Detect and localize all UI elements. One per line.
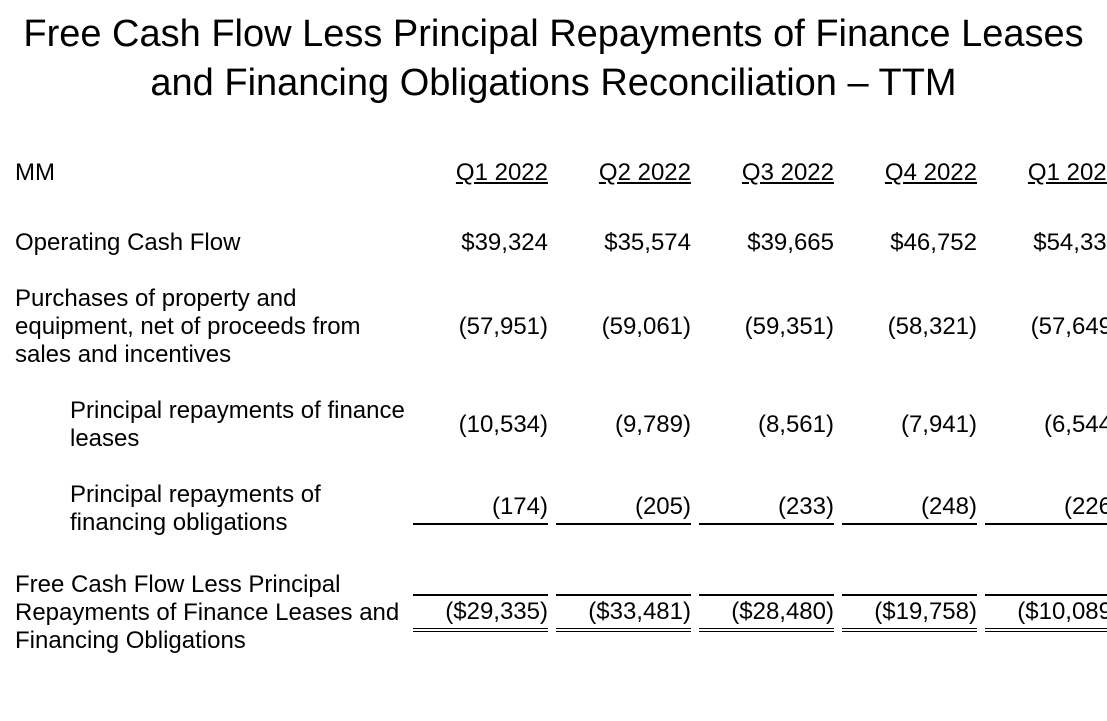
cell-value: (58,321) <box>834 271 977 383</box>
row-label: Free Cash Flow Less Principal Repayments… <box>15 551 405 669</box>
row-label: Principal repayments of finance leases <box>15 383 405 467</box>
cell-value: (59,061) <box>548 271 691 383</box>
reconciliation-table: MM Q1 2022 Q2 2022 Q3 2022 Q4 2022 Q1 20… <box>15 159 1107 669</box>
table-row: Principal repayments of financing obliga… <box>15 467 1107 551</box>
unit-label: MM <box>15 159 405 215</box>
col-header: Q2 2022 <box>548 159 691 215</box>
col-header: Q4 2022 <box>834 159 977 215</box>
cell-value: $39,324 <box>405 215 548 271</box>
table-row: Principal repayments of finance leases(1… <box>15 383 1107 467</box>
cell-value: (59,351) <box>691 271 834 383</box>
row-label: Operating Cash Flow <box>15 215 405 271</box>
cell-value: (7,941) <box>834 383 977 467</box>
cell-value: $39,665 <box>691 215 834 271</box>
cell-value: (6,544) <box>977 383 1107 467</box>
cell-value: (10,534) <box>405 383 548 467</box>
cell-value: (248) <box>834 467 977 551</box>
col-header: Q1 2023 <box>977 159 1107 215</box>
cell-value: ($19,758) <box>834 551 977 669</box>
page-title: Free Cash Flow Less Principal Repayments… <box>15 10 1092 109</box>
cell-value: (57,951) <box>405 271 548 383</box>
table-row: Purchases of property and equipment, net… <box>15 271 1107 383</box>
cell-value: (205) <box>548 467 691 551</box>
cell-value: ($29,335) <box>405 551 548 669</box>
cell-value: (233) <box>691 467 834 551</box>
row-label: Purchases of property and equipment, net… <box>15 271 405 383</box>
cell-value: $35,574 <box>548 215 691 271</box>
cell-value: $46,752 <box>834 215 977 271</box>
cell-value: (9,789) <box>548 383 691 467</box>
cell-value: ($10,089) <box>977 551 1107 669</box>
table-row: Free Cash Flow Less Principal Repayments… <box>15 551 1107 669</box>
cell-value: ($33,481) <box>548 551 691 669</box>
col-header: Q3 2022 <box>691 159 834 215</box>
cell-value: (226) <box>977 467 1107 551</box>
cell-value: (8,561) <box>691 383 834 467</box>
row-label: Principal repayments of financing obliga… <box>15 467 405 551</box>
table-body: Operating Cash Flow$39,324$35,574$39,665… <box>15 215 1107 669</box>
cell-value: $54,330 <box>977 215 1107 271</box>
cell-value: (174) <box>405 467 548 551</box>
table-header-row: MM Q1 2022 Q2 2022 Q3 2022 Q4 2022 Q1 20… <box>15 159 1107 215</box>
cell-value: (57,649) <box>977 271 1107 383</box>
col-header: Q1 2022 <box>405 159 548 215</box>
table-row: Operating Cash Flow$39,324$35,574$39,665… <box>15 215 1107 271</box>
cell-value: ($28,480) <box>691 551 834 669</box>
